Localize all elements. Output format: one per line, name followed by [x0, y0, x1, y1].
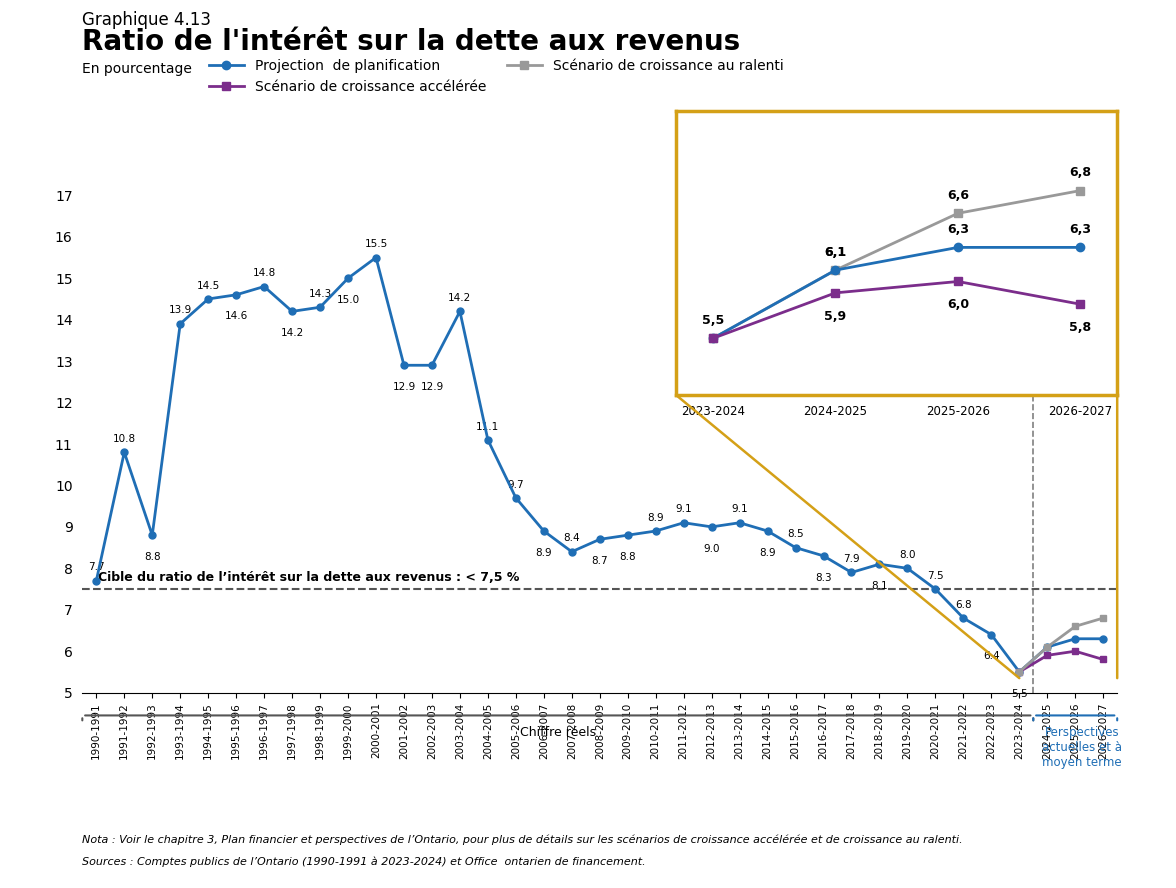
Text: 5,9: 5,9	[824, 310, 847, 322]
Text: 14.3: 14.3	[308, 289, 332, 299]
Text: 10.8: 10.8	[113, 434, 136, 444]
Text: 7.5: 7.5	[927, 571, 943, 581]
Text: 6,1: 6,1	[824, 246, 847, 259]
Text: Ratio de l'intérêt sur la dette aux revenus: Ratio de l'intérêt sur la dette aux reve…	[82, 28, 741, 57]
Text: 8.1: 8.1	[871, 581, 888, 591]
Text: 5.5: 5.5	[1011, 688, 1028, 699]
Text: 13.9: 13.9	[168, 305, 192, 315]
Text: Graphique 4.13: Graphique 4.13	[82, 11, 212, 28]
Text: 6,1: 6,1	[824, 246, 847, 259]
Text: Sources : Comptes publics de l’Ontario (1990-1991 à 2023-2024) et Office  ontari: Sources : Comptes publics de l’Ontario (…	[82, 857, 646, 868]
Text: 8.0: 8.0	[900, 550, 916, 560]
Text: 8.8: 8.8	[620, 551, 636, 562]
Text: 14.2: 14.2	[448, 293, 472, 303]
Text: 6.8: 6.8	[955, 599, 971, 610]
Legend: Projection  de planification, Scénario de croissance accélérée, Scénario de croi: Projection de planification, Scénario de…	[203, 53, 789, 99]
Text: 6,6: 6,6	[947, 189, 969, 202]
Text: 11.1: 11.1	[476, 422, 500, 432]
Text: 8.9: 8.9	[760, 548, 776, 558]
Text: 9.0: 9.0	[703, 543, 720, 553]
Text: 9.7: 9.7	[508, 480, 524, 489]
Text: Chiffre réels: Chiffre réels	[520, 725, 596, 739]
Text: 14.6: 14.6	[225, 312, 248, 321]
Text: 7.9: 7.9	[843, 554, 860, 564]
Text: 8.9: 8.9	[647, 512, 664, 523]
Text: 15.0: 15.0	[336, 295, 360, 305]
Text: 6,3: 6,3	[947, 223, 969, 236]
Text: 14.5: 14.5	[196, 281, 220, 290]
Text: 15.5: 15.5	[365, 239, 388, 250]
Text: 12.9: 12.9	[393, 382, 415, 392]
Text: 8.5: 8.5	[787, 529, 804, 539]
Text: 8.7: 8.7	[592, 556, 608, 566]
Text: 7.7: 7.7	[88, 562, 105, 573]
Text: 6.4: 6.4	[983, 651, 1000, 662]
Text: 14.8: 14.8	[253, 268, 275, 278]
Text: 8.4: 8.4	[563, 534, 580, 543]
Text: 6,3: 6,3	[1069, 223, 1091, 236]
Text: 8.9: 8.9	[535, 548, 553, 558]
Text: 6,8: 6,8	[1069, 166, 1091, 179]
Text: 8.8: 8.8	[143, 551, 161, 562]
Text: 9.1: 9.1	[731, 504, 748, 514]
Text: 8.3: 8.3	[815, 573, 831, 583]
Text: 12.9: 12.9	[420, 382, 443, 392]
Text: 9.1: 9.1	[675, 504, 691, 514]
Text: 5,8: 5,8	[1069, 321, 1091, 334]
Text: 6,0: 6,0	[947, 298, 969, 311]
Text: En pourcentage: En pourcentage	[82, 62, 192, 76]
Text: Perspectives
actuelles et à
moyen terme: Perspectives actuelles et à moyen terme	[1042, 725, 1122, 769]
Text: Nota : Voir le chapitre 3, Plan financier et perspectives de l’Ontario, pour plu: Nota : Voir le chapitre 3, Plan financie…	[82, 835, 963, 845]
Text: Cible du ratio de l’intérêt sur la dette aux revenus : < 7,5 %: Cible du ratio de l’intérêt sur la dette…	[98, 571, 520, 584]
Text: 5,5: 5,5	[702, 314, 724, 327]
Text: 14.2: 14.2	[280, 328, 303, 338]
